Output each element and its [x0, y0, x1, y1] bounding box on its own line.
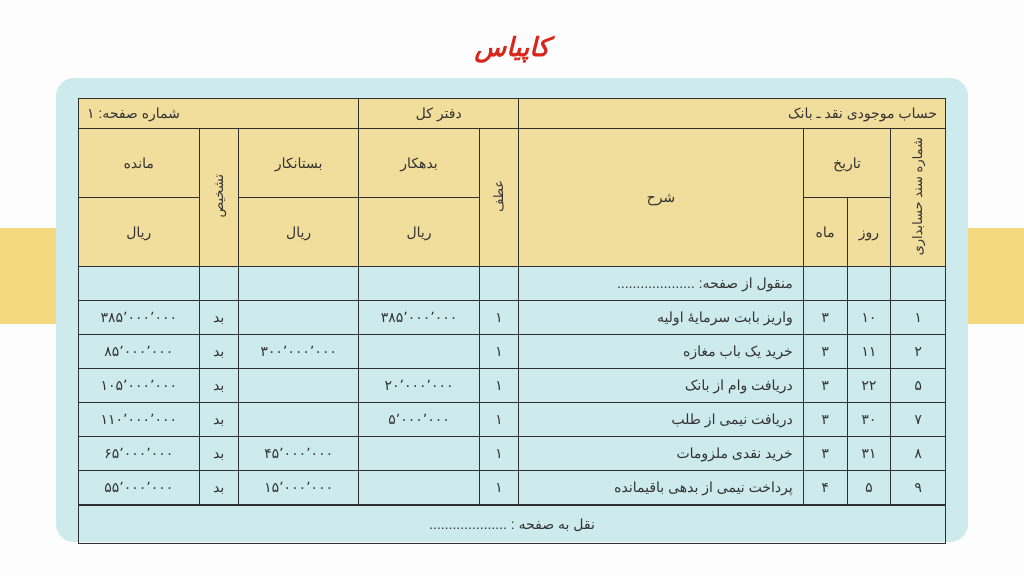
cell-debit — [359, 437, 479, 471]
cell-day: ۱۰ — [847, 301, 891, 335]
cell-debit: ۳۸۵٬۰۰۰٬۰۰۰ — [359, 301, 479, 335]
carried-from-row: منقول از صفحه: .................... — [79, 267, 946, 301]
cell-balance: ۶۵٬۰۰۰٬۰۰۰ — [79, 437, 200, 471]
col-credit: بستانکار — [238, 129, 358, 198]
cell-ref: ۱ — [479, 437, 518, 471]
cell-credit — [238, 369, 358, 403]
logo: کاپیاس — [474, 32, 549, 63]
cell-diag: بد — [199, 403, 238, 437]
cell-diag: بد — [199, 335, 238, 369]
cell-day: ۳۱ — [847, 437, 891, 471]
account-title: حساب موجودی نقد ـ بانک — [519, 99, 946, 129]
cell-no: ۲ — [891, 335, 946, 369]
cell-month: ۳ — [803, 403, 847, 437]
ledger-table: حساب موجودی نقد ـ بانک دفتر کل شماره صفح… — [78, 98, 946, 544]
ledger-body: منقول از صفحه: .................... ۱۱۰۳… — [79, 267, 946, 505]
cell-month: ۳ — [803, 335, 847, 369]
table-row: ۲۱۱۳خرید یک باب مغازه۱ ۳۰۰٬۰۰۰٬۰۰۰بد۸۵٬۰۰… — [79, 335, 946, 369]
ledger-title: دفتر کل — [359, 99, 519, 129]
col-diag: تشخیص — [199, 129, 238, 267]
page-number-title: شماره صفحه: ۱ — [79, 99, 359, 129]
cell-desc: خرید نقدی ملزومات — [519, 437, 804, 471]
cell-day: ۲۲ — [847, 369, 891, 403]
cell-ref: ۱ — [479, 369, 518, 403]
col-credit-unit: ریال — [238, 198, 358, 267]
cell-desc: دریافت وام از بانک — [519, 369, 804, 403]
col-ref: عطف — [479, 129, 518, 267]
cell-credit: ۱۵٬۰۰۰٬۰۰۰ — [238, 471, 358, 505]
col-date: تاریخ — [803, 129, 891, 198]
cell-no: ۱ — [891, 301, 946, 335]
cell-credit: ۴۵٬۰۰۰٬۰۰۰ — [238, 437, 358, 471]
title-row: حساب موجودی نقد ـ بانک دفتر کل شماره صفح… — [79, 99, 946, 129]
table-row: ۱۱۰۳واریز بابت سرمایهٔ اولیه۱۳۸۵٬۰۰۰٬۰۰۰… — [79, 301, 946, 335]
cell-debit — [359, 471, 479, 505]
table-row: ۵۲۲۳دریافت وام از بانک۱۲۰٬۰۰۰٬۰۰۰ بد۱۰۵٬۰… — [79, 369, 946, 403]
header-row-1: شماره سند حسابداری تاریخ شرح عطف بدهکار … — [79, 129, 946, 198]
cell-month: ۳ — [803, 369, 847, 403]
carried-to-row: نقل به صفحه : .................... — [79, 506, 946, 544]
cell-ref: ۱ — [479, 335, 518, 369]
cell-balance: ۱۰۵٬۰۰۰٬۰۰۰ — [79, 369, 200, 403]
col-day: روز — [847, 198, 891, 267]
col-balance: مانده — [79, 129, 200, 198]
col-balance-unit: ریال — [79, 198, 200, 267]
cell-day: ۵ — [847, 471, 891, 505]
col-desc: شرح — [519, 129, 804, 267]
cell-ref: ۱ — [479, 301, 518, 335]
cell-day: ۳۰ — [847, 403, 891, 437]
cell-credit — [238, 403, 358, 437]
cell-month: ۳ — [803, 437, 847, 471]
ledger-panel: حساب موجودی نقد ـ بانک دفتر کل شماره صفح… — [56, 78, 968, 542]
cell-debit — [359, 335, 479, 369]
cell-diag: بد — [199, 369, 238, 403]
cell-diag: بد — [199, 301, 238, 335]
cell-desc: واریز بابت سرمایهٔ اولیه — [519, 301, 804, 335]
cell-no: ۹ — [891, 471, 946, 505]
cell-desc: پرداخت نیمی از بدهی باقیمانده — [519, 471, 804, 505]
cell-balance: ۸۵٬۰۰۰٬۰۰۰ — [79, 335, 200, 369]
cell-no: ۷ — [891, 403, 946, 437]
cell-balance: ۵۵٬۰۰۰٬۰۰۰ — [79, 471, 200, 505]
cell-debit: ۵٬۰۰۰٬۰۰۰ — [359, 403, 479, 437]
cell-month: ۳ — [803, 301, 847, 335]
cell-ref: ۱ — [479, 471, 518, 505]
col-month: ماه — [803, 198, 847, 267]
col-debit-unit: ریال — [359, 198, 479, 267]
cell-credit: ۳۰۰٬۰۰۰٬۰۰۰ — [238, 335, 358, 369]
cell-day: ۱۱ — [847, 335, 891, 369]
cell-balance: ۱۱۰٬۰۰۰٬۰۰۰ — [79, 403, 200, 437]
cell-ref: ۱ — [479, 403, 518, 437]
cell-no: ۸ — [891, 437, 946, 471]
table-row: ۷۳۰۳دریافت نیمی از طلب۱۵٬۰۰۰٬۰۰۰ بد۱۱۰٬۰۰… — [79, 403, 946, 437]
cell-balance: ۳۸۵٬۰۰۰٬۰۰۰ — [79, 301, 200, 335]
cell-diag: بد — [199, 471, 238, 505]
cell-diag: بد — [199, 437, 238, 471]
cell-credit — [238, 301, 358, 335]
cell-debit: ۲۰٬۰۰۰٬۰۰۰ — [359, 369, 479, 403]
col-debit: بدهکار — [359, 129, 479, 198]
cell-desc: دریافت نیمی از طلب — [519, 403, 804, 437]
table-row: ۸۳۱۳خرید نقدی ملزومات۱ ۴۵٬۰۰۰٬۰۰۰بد۶۵٬۰۰۰… — [79, 437, 946, 471]
table-row: ۹۵۴پرداخت نیمی از بدهی باقیمانده۱ ۱۵٬۰۰۰٬… — [79, 471, 946, 505]
cell-no: ۵ — [891, 369, 946, 403]
cell-desc: خرید یک باب مغازه — [519, 335, 804, 369]
col-docno: شماره سند حسابداری — [891, 129, 946, 267]
cell-month: ۴ — [803, 471, 847, 505]
